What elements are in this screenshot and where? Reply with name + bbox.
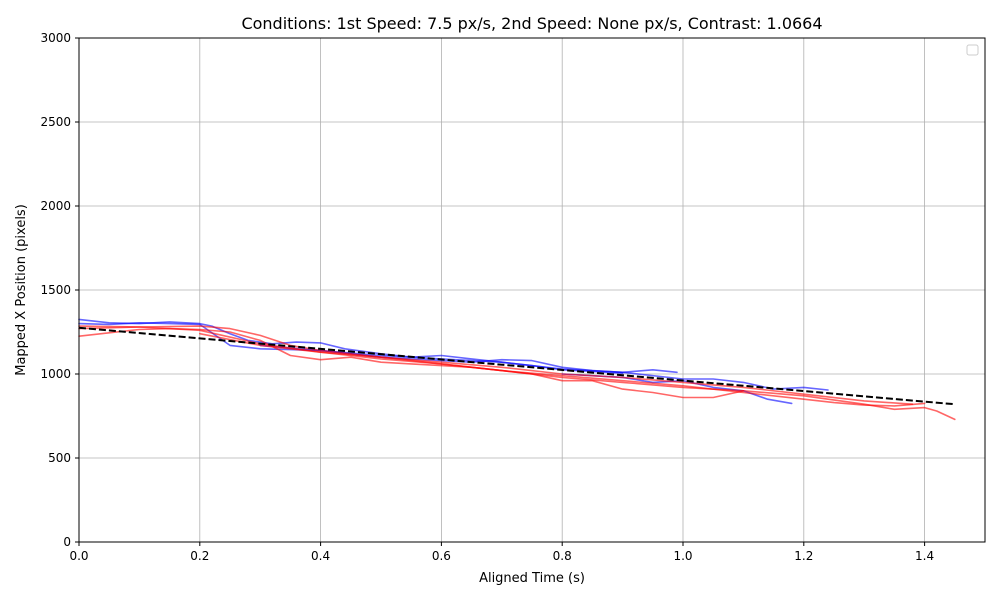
series-line-red-7 [78, 325, 926, 407]
y-tick-label: 2500 [40, 115, 71, 129]
x-tick-label: 0.6 [432, 549, 451, 563]
series-line-red-6 [78, 325, 956, 421]
x-tick-label: 1.0 [673, 549, 692, 563]
x-axis-label: Aligned Time (s) [479, 571, 585, 586]
chart-title: Conditions: 1st Speed: 7.5 px/s, 2nd Spe… [241, 14, 822, 33]
x-tick-label: 0.2 [190, 549, 209, 563]
y-tick-label: 1000 [40, 367, 71, 381]
x-tick-label: 0.8 [553, 549, 572, 563]
y-tick-label: 500 [48, 451, 71, 465]
series-line-blue-3 [259, 344, 829, 391]
y-tick-label: 3000 [40, 31, 71, 45]
x-tick-label: 1.2 [794, 549, 813, 563]
y-tick-label: 0 [63, 535, 71, 549]
y-tick-label: 1500 [40, 283, 71, 297]
series-line-red-8 [199, 332, 914, 406]
x-tick-label: 0.4 [311, 549, 330, 563]
grid [78, 37, 985, 543]
x-tick-label: 0.0 [69, 549, 88, 563]
legend-box [966, 44, 979, 56]
y-axis-ticks: 0 500 1000 1500 2000 2500 3000 [40, 31, 79, 549]
y-axis-label: Mapped X Position (pixels) [14, 204, 29, 376]
plot-lines [78, 318, 956, 421]
y-tick-label: 2000 [40, 199, 71, 213]
fit-line [78, 326, 955, 406]
x-tick-label: 1.4 [915, 549, 934, 563]
x-axis-ticks: 0.0 0.2 0.4 0.6 0.8 1.0 1.2 1.4 [69, 542, 934, 563]
